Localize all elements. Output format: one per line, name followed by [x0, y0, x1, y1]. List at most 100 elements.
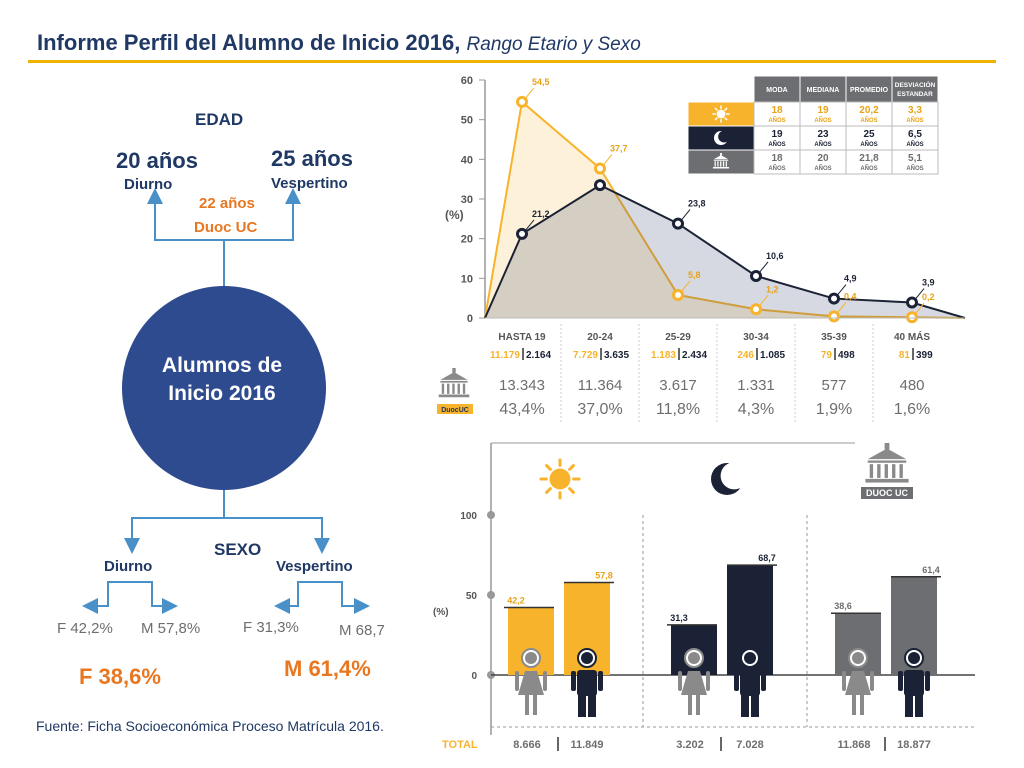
stats-value: 5,1 [908, 153, 922, 164]
person-dress [518, 671, 544, 695]
building-beam [440, 380, 468, 383]
building-roof [867, 448, 907, 460]
vespertino-age: 25 años [271, 146, 353, 171]
person-arm [761, 671, 766, 691]
stats-cell [753, 149, 801, 175]
point-label: 4,9 [844, 274, 857, 284]
stats-value: 20 [817, 153, 829, 164]
sun-icon [539, 458, 581, 500]
stats-header: DESVIACIÓN [895, 80, 936, 89]
stats-value: 20,2 [859, 105, 879, 116]
total-count: 13.343 [499, 377, 545, 394]
building-beam [713, 159, 729, 161]
bar-female-label: 31,3 [670, 613, 688, 623]
point-vespertino [906, 296, 918, 309]
label-leader [758, 294, 769, 307]
diurno-age: 20 años [116, 148, 198, 173]
stats-header-cell [891, 75, 939, 103]
point-label: 10,6 [766, 251, 784, 261]
duoc-age-label: Duoc UC [194, 219, 258, 236]
count-vespertino: 1.085 [760, 350, 785, 361]
stats-cell [891, 101, 939, 127]
total-count: 1.331 [737, 377, 775, 394]
label-leader [524, 219, 535, 232]
diurno-sexo-label: Diurno [104, 558, 153, 575]
building-column [452, 383, 455, 394]
person-arm [543, 671, 547, 691]
area-vespertino [485, 185, 965, 318]
label-leader [680, 280, 691, 293]
bar-female-label: 38,6 [834, 601, 852, 611]
stats-value: 19 [771, 129, 783, 140]
stats-header-cell [753, 75, 801, 103]
sun-icon [712, 105, 730, 123]
person-leg [696, 695, 700, 715]
person-dress [681, 671, 707, 695]
person-arm [898, 671, 903, 691]
building-column [441, 383, 445, 394]
building-icon [712, 153, 730, 169]
female-icon [842, 648, 874, 715]
count-diurno: 11.179 [490, 350, 520, 361]
total-percent: 4,3% [738, 401, 774, 418]
male-icon [734, 648, 766, 717]
stats-value: 6,5 [908, 129, 922, 140]
stats-value: 21,8 [859, 153, 879, 164]
stats-value: 3,3 [908, 105, 922, 116]
label-leader [836, 302, 847, 314]
total-male: M 61,4% [284, 656, 371, 681]
title-underline [28, 60, 996, 63]
total-female: 8.666 [513, 739, 541, 751]
moon-icon [714, 130, 731, 145]
stats-cell [845, 101, 893, 127]
building-base [865, 478, 909, 483]
y-tick-label: 30 [461, 194, 473, 206]
building-icon [438, 368, 470, 398]
building-roof [440, 372, 468, 380]
area-diurno [485, 101, 965, 318]
total-percent: 37,0% [577, 401, 622, 418]
person-head [581, 652, 593, 664]
y-tick-dot [487, 511, 495, 519]
label-leader [914, 302, 925, 315]
sun-ray [545, 464, 552, 471]
person-arm [571, 671, 576, 691]
label-leader [836, 284, 847, 296]
y-axis-label: (%) [433, 607, 449, 618]
stats-cell [753, 101, 801, 127]
stats-unit: AÑOS [860, 141, 877, 148]
person-torso [904, 670, 924, 696]
stats-value: 19 [817, 105, 829, 116]
total-female: 3.202 [676, 739, 704, 751]
building-column [720, 161, 722, 167]
total-percent: 43,4% [499, 401, 544, 418]
total-count: 11.364 [578, 377, 623, 394]
sun-ray [568, 487, 575, 494]
building-flag [720, 153, 722, 156]
stats-unit: AÑOS [906, 141, 923, 148]
building-base [438, 394, 470, 398]
building-beam [867, 460, 907, 463]
duoc-age: 22 años [199, 195, 255, 212]
stats-value: 25 [863, 129, 875, 140]
person-leg [688, 695, 692, 715]
point-label: 0,4 [844, 291, 857, 301]
edad-label: EDAD [195, 110, 244, 129]
point-diurno [750, 303, 762, 316]
count-vespertino: 2.164 [526, 350, 551, 361]
building-base [712, 167, 730, 169]
stats-unit: AÑOS [768, 141, 785, 148]
stats-unit: AÑOS [814, 117, 831, 124]
stats-header-cell [845, 75, 893, 103]
point-label: 37,7 [610, 143, 628, 153]
bar-female-label: 42,2 [507, 595, 525, 605]
person-head [852, 652, 864, 664]
count-vespertino: 3.635 [604, 350, 629, 361]
person-leg [525, 695, 529, 715]
building-flag [884, 443, 890, 450]
male-icon [898, 648, 930, 717]
line-diurno [484, 99, 966, 319]
age-area-chart: 0 10 20 30 40 50 60 (%) 54,5 37,7 5,8 1,2 0,4 0,2 21,2… [437, 75, 966, 424]
stats-header: ESTANDAR [897, 91, 933, 98]
point-vespertino [828, 292, 840, 305]
